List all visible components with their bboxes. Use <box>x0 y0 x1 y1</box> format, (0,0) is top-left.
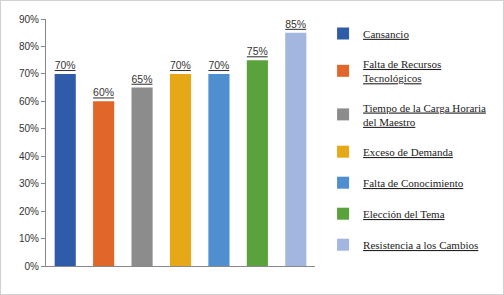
svg-text:75%: 75% <box>247 46 268 57</box>
svg-text:Elección del Tema: Elección del Tema <box>363 208 445 220</box>
svg-text:40%: 40% <box>19 151 39 162</box>
svg-text:60%: 60% <box>93 87 114 98</box>
svg-text:50%: 50% <box>19 123 39 134</box>
svg-text:10%: 10% <box>19 233 39 244</box>
svg-text:Cansancio: Cansancio <box>363 28 409 40</box>
svg-text:65%: 65% <box>132 74 153 85</box>
svg-text:80%: 80% <box>19 41 39 52</box>
svg-text:0%: 0% <box>25 261 40 272</box>
svg-text:85%: 85% <box>285 19 306 30</box>
svg-text:Resistencia a los Cambios: Resistencia a los Cambios <box>363 239 478 251</box>
svg-text:Falta de RecursosTecnológicos: Falta de RecursosTecnológicos <box>363 58 441 84</box>
svg-text:30%: 30% <box>19 178 39 189</box>
svg-text:70%: 70% <box>55 60 76 71</box>
svg-text:20%: 20% <box>19 206 39 217</box>
svg-text:Falta de Conocimiento: Falta de Conocimiento <box>363 177 464 189</box>
svg-text:90%: 90% <box>19 14 39 25</box>
svg-text:70%: 70% <box>208 60 229 71</box>
svg-text:60%: 60% <box>19 96 39 107</box>
svg-text:70%: 70% <box>170 60 191 71</box>
svg-text:Exceso de Demanda: Exceso de Demanda <box>363 146 453 158</box>
svg-text:70%: 70% <box>19 68 39 79</box>
svg-text:Tiempo de la Carga Horariadel: Tiempo de la Carga Horariadel Maestro <box>363 102 486 128</box>
